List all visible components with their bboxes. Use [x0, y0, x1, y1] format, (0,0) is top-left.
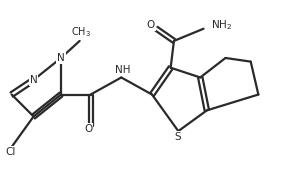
- Text: N: N: [57, 53, 65, 63]
- Text: CH$_3$: CH$_3$: [71, 25, 91, 39]
- Text: NH$_2$: NH$_2$: [211, 18, 232, 32]
- Text: O: O: [147, 20, 155, 30]
- Text: N: N: [30, 75, 37, 85]
- Text: O: O: [84, 124, 92, 134]
- Text: Cl: Cl: [5, 147, 16, 157]
- Text: NH: NH: [115, 65, 130, 75]
- Text: S: S: [174, 132, 181, 142]
